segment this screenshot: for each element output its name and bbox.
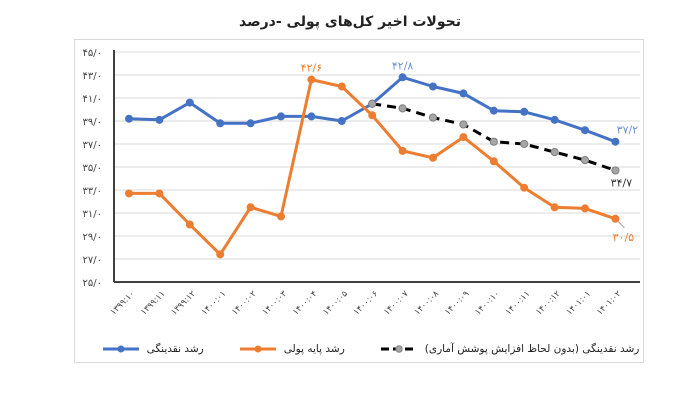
y-tick-label: ۳۷/۰ xyxy=(83,140,102,151)
data-point xyxy=(246,203,255,212)
data-point xyxy=(581,126,589,135)
data-point xyxy=(398,146,407,155)
series-1 xyxy=(125,75,620,259)
leader-line xyxy=(617,220,625,229)
y-tick-label: ۳۹/۰ xyxy=(83,117,102,128)
y-tick-label: ۴۵/۰ xyxy=(83,48,102,59)
data-point xyxy=(489,106,498,115)
chart-title: تحولات اخیر کل‌های پولی -درصد xyxy=(239,14,461,30)
data-point xyxy=(520,139,529,149)
data-point xyxy=(550,147,559,157)
y-tick-label: ۳۵/۰ xyxy=(83,163,102,174)
data-point xyxy=(459,89,468,98)
data-point xyxy=(580,156,590,165)
data-point xyxy=(489,157,498,166)
data-point xyxy=(155,189,164,198)
y-tick-label: ۳۱/۰ xyxy=(83,209,102,220)
data-point xyxy=(277,112,285,121)
data-label: ۴۲/۸ xyxy=(392,59,414,72)
x-tick-label: ۱۴۰۰:۰۲ xyxy=(230,289,259,318)
legend-item-liquidity-adjusted: رشد نقدینگی (بدون لحاظ افزایش پوشش آماری… xyxy=(379,343,640,355)
data-point xyxy=(520,183,529,192)
data-point xyxy=(550,115,559,124)
x-tick-label: ۱۴۰۰:۱۱ xyxy=(504,289,532,317)
data-point xyxy=(185,220,194,229)
series-line xyxy=(128,75,616,144)
y-tick-label: ۴۳/۰ xyxy=(83,71,102,82)
y-tick-label: ۲۷/۰ xyxy=(83,255,102,266)
data-point xyxy=(368,99,377,108)
x-tick-label: ۱۴۰۰:۰۴ xyxy=(291,289,319,317)
data-point xyxy=(307,112,316,121)
x-tick-label: ۱۴۰۰:۰۷ xyxy=(382,289,411,318)
data-point xyxy=(337,82,346,91)
data-point xyxy=(489,137,498,146)
data-label: ۳۰/۵ xyxy=(613,231,635,244)
data-point xyxy=(611,137,620,146)
x-tick-label: ۱۴۰۰:۰۹ xyxy=(443,289,472,318)
data-point xyxy=(459,133,468,142)
data-label: ۳۴/۷ xyxy=(611,176,633,189)
data-point xyxy=(155,115,164,124)
data-point xyxy=(429,153,437,162)
x-tick-label: ۱۴۰۰:۰۱ xyxy=(200,289,228,317)
x-tick-label: ۱۳۹۹:۱۲ xyxy=(169,289,198,318)
data-point xyxy=(611,166,620,175)
data-point xyxy=(216,250,225,259)
y-tick-label: ۴۱/۰ xyxy=(83,94,102,105)
data-point xyxy=(398,104,407,113)
data-point xyxy=(550,203,559,212)
y-tick-label: ۲۵/۰ xyxy=(83,278,102,289)
data-point xyxy=(125,114,133,123)
legend-swatch-orange-icon xyxy=(239,345,276,353)
data-point xyxy=(307,75,316,84)
x-tick-label: ۱۴۰۰:۰۸ xyxy=(413,289,442,318)
x-tick-label: ۱۴۰۰:۱۲ xyxy=(534,289,563,318)
y-tick-label: ۲۹/۰ xyxy=(83,232,102,243)
data-point xyxy=(246,119,255,128)
data-point xyxy=(398,73,407,82)
data-point xyxy=(459,120,468,129)
data-point xyxy=(428,113,438,122)
legend-label: رشد نقدینگی (بدون لحاظ افزایش پوشش آماری… xyxy=(424,343,640,355)
series-2 xyxy=(368,99,620,175)
x-tick-label: ۱۴۰۱:۰۲ xyxy=(595,289,624,318)
x-tick-label: ۱۴۰۱:۰۱ xyxy=(565,289,593,317)
chart-legend: رشد نقدینگی (بدون لحاظ افزایش پوشش آماری… xyxy=(102,339,639,359)
data-label: ۳۷/۲ xyxy=(617,124,639,137)
x-tick-label: ۱۴۰۰:۰۳ xyxy=(261,289,290,318)
x-tick-label: ۱۴۰۰:۰۶ xyxy=(352,289,380,317)
chart-frame xyxy=(74,39,644,363)
series-0 xyxy=(125,73,620,146)
data-label: ۴۲/۶ xyxy=(301,62,322,75)
legend-item-liquidity: رشد نقدینگی xyxy=(101,343,204,355)
data-point xyxy=(520,107,529,116)
data-point xyxy=(125,189,133,198)
data-point xyxy=(429,82,437,91)
legend-swatch-blue-icon xyxy=(102,345,139,353)
x-tick-label: ۱۳۹۹:۱۱ xyxy=(139,289,167,317)
legend-swatch-dashed-icon xyxy=(380,345,417,353)
data-point xyxy=(277,212,285,221)
x-tick-label: ۱۴۰۰:۰۵ xyxy=(321,289,350,318)
data-point xyxy=(216,119,225,128)
x-tick-label: ۱۴۰۰:۱۰ xyxy=(473,289,501,317)
data-point xyxy=(185,98,194,107)
legend-label: رشد پایه پولی xyxy=(283,343,345,355)
data-point xyxy=(337,117,346,125)
x-tick-label: ۱۳۹۹:۱۰ xyxy=(109,289,137,317)
data-point xyxy=(368,111,377,120)
legend-label: رشد نقدینگی xyxy=(146,343,204,355)
legend-item-monetary-base: رشد پایه پولی xyxy=(238,343,345,355)
data-point xyxy=(581,204,589,213)
y-tick-label: ۳۳/۰ xyxy=(83,186,102,197)
